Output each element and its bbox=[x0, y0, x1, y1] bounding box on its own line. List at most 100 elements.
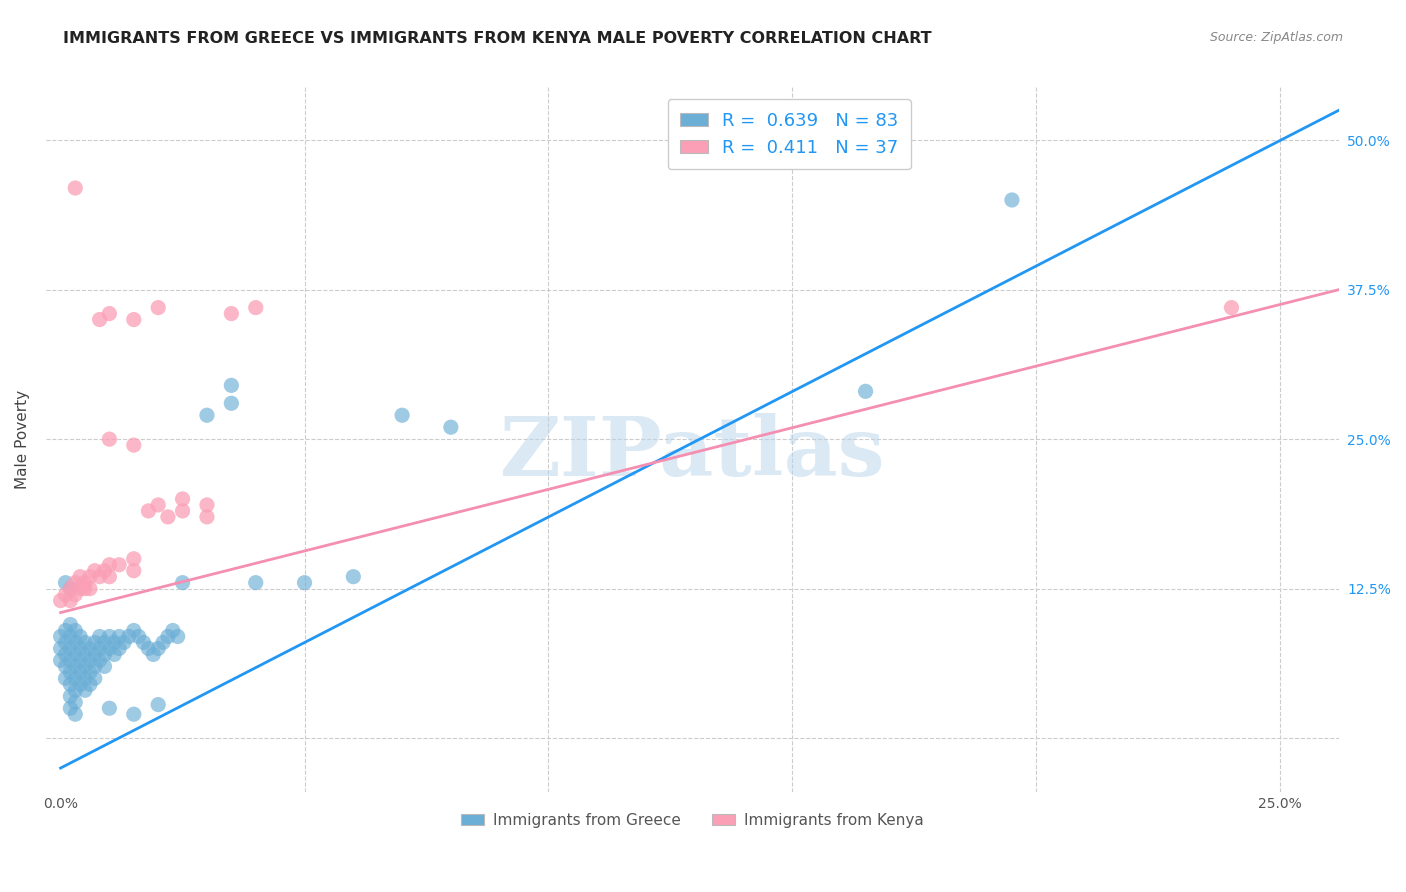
Point bbox=[108, 641, 131, 656]
Point bbox=[108, 558, 131, 572]
Point bbox=[73, 671, 96, 685]
Point bbox=[65, 707, 87, 722]
Point bbox=[55, 575, 77, 590]
Point bbox=[855, 384, 877, 399]
Point bbox=[122, 707, 145, 722]
Point bbox=[1001, 193, 1024, 207]
Point bbox=[49, 641, 72, 656]
Point bbox=[79, 677, 101, 691]
Point bbox=[59, 593, 82, 607]
Y-axis label: Male Poverty: Male Poverty bbox=[15, 390, 30, 489]
Point bbox=[83, 564, 105, 578]
Point bbox=[73, 635, 96, 649]
Point bbox=[73, 648, 96, 662]
Point bbox=[1220, 301, 1243, 315]
Point bbox=[49, 653, 72, 667]
Point bbox=[172, 504, 194, 518]
Point bbox=[112, 635, 135, 649]
Point bbox=[89, 641, 111, 656]
Point bbox=[69, 665, 91, 680]
Point bbox=[83, 659, 105, 673]
Point bbox=[73, 582, 96, 596]
Point bbox=[148, 641, 170, 656]
Point bbox=[156, 630, 179, 644]
Point bbox=[49, 593, 72, 607]
Point bbox=[152, 635, 174, 649]
Point bbox=[221, 307, 243, 321]
Point bbox=[195, 409, 218, 423]
Point bbox=[69, 641, 91, 656]
Point bbox=[122, 564, 145, 578]
Point bbox=[69, 570, 91, 584]
Point bbox=[98, 307, 121, 321]
Point bbox=[73, 575, 96, 590]
Point bbox=[79, 582, 101, 596]
Point bbox=[108, 630, 131, 644]
Point bbox=[79, 641, 101, 656]
Point bbox=[73, 659, 96, 673]
Text: ZIPatlas: ZIPatlas bbox=[499, 413, 886, 493]
Point bbox=[59, 701, 82, 715]
Point bbox=[55, 624, 77, 638]
Point bbox=[138, 504, 160, 518]
Point bbox=[98, 558, 121, 572]
Point bbox=[122, 312, 145, 326]
Point bbox=[83, 671, 105, 685]
Point bbox=[89, 570, 111, 584]
Point bbox=[89, 630, 111, 644]
Point bbox=[59, 677, 82, 691]
Point bbox=[122, 551, 145, 566]
Point bbox=[98, 630, 121, 644]
Point bbox=[221, 396, 243, 410]
Point bbox=[69, 630, 91, 644]
Point bbox=[98, 641, 121, 656]
Point bbox=[221, 378, 243, 392]
Point bbox=[103, 635, 125, 649]
Point bbox=[148, 301, 170, 315]
Point bbox=[166, 630, 188, 644]
Point bbox=[132, 635, 155, 649]
Point bbox=[59, 630, 82, 644]
Point bbox=[65, 575, 87, 590]
Point bbox=[73, 683, 96, 698]
Point bbox=[122, 438, 145, 452]
Point bbox=[138, 641, 160, 656]
Point bbox=[440, 420, 463, 434]
Point bbox=[142, 648, 165, 662]
Point bbox=[65, 683, 87, 698]
Text: IMMIGRANTS FROM GREECE VS IMMIGRANTS FROM KENYA MALE POVERTY CORRELATION CHART: IMMIGRANTS FROM GREECE VS IMMIGRANTS FRO… bbox=[63, 31, 932, 46]
Point bbox=[65, 624, 87, 638]
Point bbox=[103, 648, 125, 662]
Point bbox=[93, 648, 115, 662]
Point bbox=[172, 491, 194, 506]
Point bbox=[172, 575, 194, 590]
Point bbox=[79, 665, 101, 680]
Point bbox=[59, 641, 82, 656]
Point bbox=[98, 701, 121, 715]
Point bbox=[69, 582, 91, 596]
Point bbox=[89, 653, 111, 667]
Point bbox=[156, 509, 179, 524]
Point bbox=[65, 181, 87, 195]
Point bbox=[59, 653, 82, 667]
Point bbox=[195, 509, 218, 524]
Point bbox=[69, 653, 91, 667]
Point bbox=[83, 648, 105, 662]
Point bbox=[294, 575, 316, 590]
Point bbox=[65, 588, 87, 602]
Legend: Immigrants from Greece, Immigrants from Kenya: Immigrants from Greece, Immigrants from … bbox=[456, 806, 929, 834]
Point bbox=[59, 582, 82, 596]
Point bbox=[98, 432, 121, 446]
Point bbox=[55, 659, 77, 673]
Point bbox=[55, 648, 77, 662]
Point bbox=[93, 635, 115, 649]
Point bbox=[59, 665, 82, 680]
Point bbox=[122, 624, 145, 638]
Point bbox=[83, 635, 105, 649]
Point bbox=[245, 575, 267, 590]
Text: Source: ZipAtlas.com: Source: ZipAtlas.com bbox=[1209, 31, 1343, 45]
Point bbox=[391, 409, 413, 423]
Point bbox=[55, 635, 77, 649]
Point bbox=[59, 582, 82, 596]
Point bbox=[195, 498, 218, 512]
